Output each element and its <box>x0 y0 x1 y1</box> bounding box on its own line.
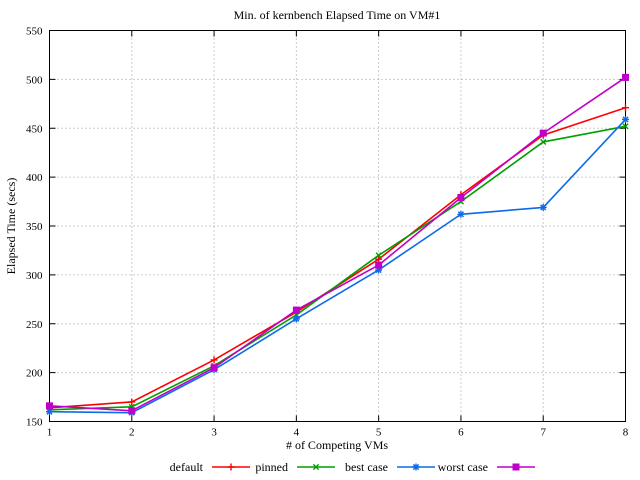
y-tick-label-250: 250 <box>26 319 43 331</box>
series-marker-best-case-8 <box>622 115 629 123</box>
y-tick-label-450: 450 <box>26 123 43 135</box>
series-marker-worst-case-3 <box>210 364 218 372</box>
series-marker-worst-case-1 <box>46 402 53 410</box>
legend-marker-default <box>227 463 235 471</box>
y-tick-label-400: 400 <box>26 172 43 184</box>
legend-label-default: default <box>170 460 204 474</box>
legend-label-best-case: best case <box>345 460 388 474</box>
series-marker-default-5 <box>375 255 383 263</box>
series-marker-worst-case-7 <box>539 129 547 137</box>
legend-marker-best-case <box>412 463 420 471</box>
series-marker-pinned-5 <box>375 252 382 259</box>
series-marker-worst-case-4 <box>292 306 300 314</box>
series-marker-worst-case-8 <box>622 73 629 81</box>
x-tick-label-4: 4 <box>294 427 300 439</box>
tick-labels: 150 200 250 300 350 400 450 500 550 1 2 3 4 5 6 7 8 <box>26 26 629 439</box>
chart-title: Min. of kernbench Elapsed Time on VM#1 <box>234 8 441 22</box>
legend-marker-pinned <box>312 463 320 471</box>
series-line-pinned <box>49 125 626 411</box>
x-tick-label-3: 3 <box>211 427 217 439</box>
series-marker-best-case-6 <box>457 210 465 218</box>
series-line-worst-case <box>49 76 626 412</box>
series-line-best-case <box>49 118 627 414</box>
legend: default pinned best case worst case <box>170 460 535 474</box>
x-tick-label-8: 8 <box>623 427 629 439</box>
gridlines <box>49 30 626 422</box>
x-tick-label-6: 6 <box>458 427 464 439</box>
series-marker-best-case-7 <box>539 203 547 211</box>
legend-marker-worst-case <box>512 463 520 471</box>
y-tick-label-500: 500 <box>26 74 43 86</box>
series-marker-pinned-8 <box>622 123 629 130</box>
x-tick-label-7: 7 <box>540 427 546 439</box>
series-marker-worst-case-5 <box>375 261 383 269</box>
series-marker-worst-case-6 <box>457 194 465 202</box>
series-line-default <box>49 106 626 409</box>
legend-label-pinned: pinned <box>255 460 288 474</box>
series-marker-default-8 <box>622 104 629 112</box>
y-tick-label-550: 550 <box>26 26 43 38</box>
x-tick-label-1: 1 <box>47 427 53 439</box>
x-axis-label: # of Competing VMs <box>286 438 388 452</box>
y-tick-label-350: 350 <box>26 221 43 233</box>
series-marker-best-case-4 <box>292 315 300 323</box>
axes <box>49 30 626 422</box>
x-tick-label-2: 2 <box>129 427 135 439</box>
series-marker-pinned-7 <box>540 138 547 146</box>
data-series <box>46 73 629 417</box>
y-tick-label-300: 300 <box>26 270 43 282</box>
y-tick-label-200: 200 <box>26 368 43 380</box>
y-axis-label: Elapsed Time (secs) <box>4 178 18 275</box>
y-tick-label-150: 150 <box>26 417 43 429</box>
x-tick-label-5: 5 <box>376 427 382 439</box>
series-marker-default-3 <box>210 356 218 364</box>
series-marker-default-2 <box>128 398 136 406</box>
series-marker-best-case-1 <box>46 408 53 416</box>
legend-label-worst-case: worst case <box>438 460 488 474</box>
series-marker-worst-case-2 <box>128 407 136 415</box>
